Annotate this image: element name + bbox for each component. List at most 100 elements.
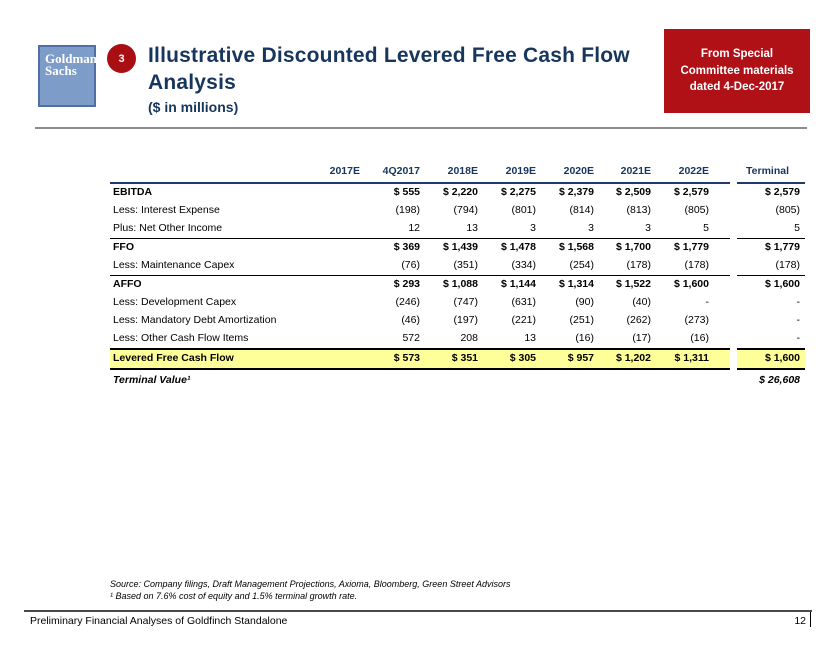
cell-value: (254)	[569, 259, 594, 271]
cell-value: (801)	[511, 204, 536, 216]
table-row: Less: Other Cash Flow Items 572 208 13 (16) (…	[110, 330, 805, 349]
special-committee-callout: From Special Committee materials dated 4…	[664, 29, 810, 113]
terminal-cell: -	[796, 314, 801, 326]
column-gap	[730, 220, 737, 239]
title-block: Illustrative Discounted Levered Free Cas…	[148, 42, 640, 115]
table-row: Plus: Net Other Income 12 13 3 3 3 5 5	[110, 220, 805, 239]
row-pad	[718, 347, 730, 370]
column-gap	[730, 312, 737, 330]
cell-value	[310, 237, 369, 257]
col-header-2019E: 2019E	[487, 162, 545, 184]
goldman-sachs-logo: Goldman Sachs	[38, 45, 97, 107]
terminal-cell: $ 1,600	[737, 274, 805, 294]
row-pad	[718, 294, 730, 312]
cell-value: (46)	[401, 314, 420, 326]
terminal-cell: $ 1,779	[737, 237, 805, 257]
cell-value	[310, 202, 369, 220]
cell-value: (76)	[401, 259, 420, 271]
cell-value: $ 2,379	[558, 186, 594, 198]
cell-value: (178)	[626, 259, 651, 271]
cell-value: 208	[460, 332, 478, 344]
row-label: Levered Free Cash Flow	[110, 347, 310, 370]
cell-value: (747)	[453, 296, 478, 308]
cell-value: (805)	[684, 204, 709, 216]
cell-value: $ 1,779	[660, 237, 718, 257]
table-row: FFO $ 369 $ 1,439 $ 1,478 $ 1,568 $ 1,700 $ 1,…	[110, 237, 805, 257]
cell-value	[310, 312, 369, 330]
terminal-cell: (178)	[775, 259, 800, 271]
terminal-cell: $ 1,600	[737, 347, 805, 370]
footnote-1: ¹ Based on 7.6% cost of equity and 1.5% …	[110, 590, 358, 601]
column-gap	[730, 330, 737, 349]
header-divider	[35, 127, 807, 129]
cell-value: (631)	[511, 296, 536, 308]
cell-value: $ 957	[545, 347, 603, 370]
col-header-2022E: 2022E	[660, 162, 718, 184]
row-pad	[718, 312, 730, 330]
row-label-header	[110, 162, 310, 184]
terminal-cell: -	[796, 332, 801, 344]
cell-value: 572	[402, 332, 420, 344]
cell-value: 3	[645, 222, 651, 234]
column-gap	[730, 257, 737, 276]
table-header-row: 2017E 4Q2017 2018E 2019E 2020E 2021E 2022E Term…	[110, 162, 805, 184]
cell-value: (198)	[395, 204, 420, 216]
column-gap	[730, 162, 737, 183]
table-row: Levered Free Cash Flow $ 573 $ 351 $ 305 $ 9…	[110, 347, 805, 370]
row-pad	[718, 369, 730, 390]
cell-value: 13	[524, 332, 536, 344]
footer-divider	[24, 610, 812, 612]
column-gap	[730, 294, 737, 312]
cell-value: (16)	[575, 332, 594, 344]
cell-value: $ 1,088	[429, 274, 487, 294]
cell-value: $ 2,220	[442, 186, 478, 198]
cell-value: $ 2,509	[615, 186, 651, 198]
table-row: Less: Interest Expense (198) (794) (801) (81…	[110, 202, 805, 220]
dcf-table-container: 2017E 4Q2017 2018E 2019E 2020E 2021E 2022E Term…	[110, 162, 805, 389]
cell-value: $ 1,700	[603, 237, 660, 257]
cell-value	[369, 369, 429, 390]
col-header-2018E: 2018E	[429, 162, 487, 184]
row-label: AFFO	[110, 274, 310, 294]
row-label: Less: Other Cash Flow Items	[113, 332, 249, 344]
col-header-2017E: 2017E	[310, 162, 369, 184]
row-pad	[718, 202, 730, 220]
col-header-2020E: 2020E	[545, 162, 603, 184]
cell-value	[310, 183, 369, 202]
cell-value: $ 573	[369, 347, 429, 370]
cell-value	[603, 369, 660, 390]
cell-value: (794)	[453, 204, 478, 216]
cell-value: 12	[408, 222, 420, 234]
cell-value: 5	[703, 222, 709, 234]
cell-value	[660, 369, 718, 390]
cell-value: $ 1,202	[603, 347, 660, 370]
cell-value: (197)	[453, 314, 478, 326]
cell-value: (17)	[632, 332, 651, 344]
table-row: EBITDA $ 555 $ 2,220 $ 2,275 $ 2,379 $ 2,509 $…	[110, 183, 805, 202]
row-pad	[718, 220, 730, 239]
column-gap	[730, 275, 737, 294]
page-number: 12	[794, 615, 806, 627]
row-label: Less: Mandatory Debt Amortization	[113, 314, 277, 326]
table-row: Terminal Value¹ $ 26,608	[110, 369, 805, 390]
cell-value: (178)	[684, 259, 709, 271]
cell-value: (251)	[569, 314, 594, 326]
cell-value: 3	[530, 222, 536, 234]
cell-value	[310, 294, 369, 312]
terminal-cell: 5	[794, 222, 800, 234]
page-number-tick	[810, 612, 811, 627]
cell-value: $ 555	[393, 186, 420, 198]
row-pad	[718, 237, 730, 257]
source-note: Source: Company filings, Draft Managemen…	[110, 579, 511, 589]
cell-value	[487, 369, 545, 390]
terminal-cell: $ 2,579	[764, 186, 800, 198]
row-pad	[718, 274, 730, 294]
column-gap	[730, 369, 737, 390]
column-gap	[730, 238, 737, 257]
cell-value: $ 1,439	[429, 237, 487, 257]
cell-value: (351)	[453, 259, 478, 271]
column-gap	[730, 349, 737, 369]
cell-value: (246)	[395, 296, 420, 308]
cell-value: 3	[588, 222, 594, 234]
